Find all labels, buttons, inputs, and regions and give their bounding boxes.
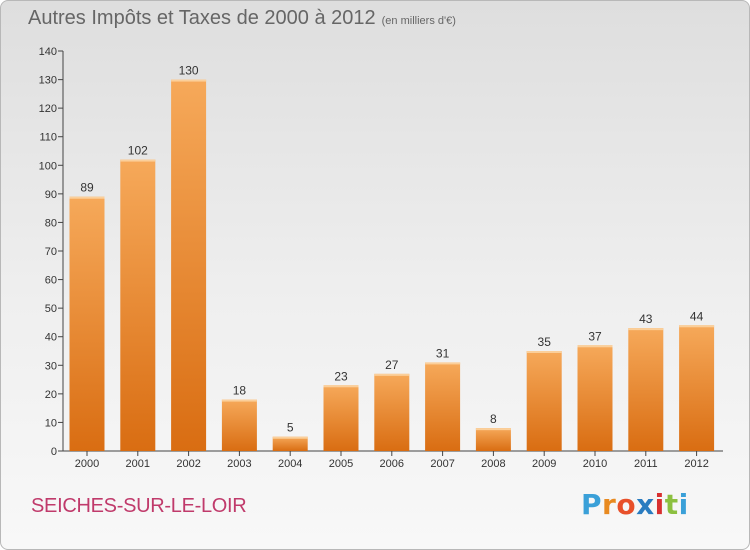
value-label-2003: 18 [233, 384, 247, 398]
y-tick-label: 80 [45, 217, 57, 229]
bar-highlight [120, 159, 156, 162]
y-tick-label: 30 [45, 360, 57, 372]
bar-2000 [69, 196, 105, 451]
y-tick-label: 20 [45, 389, 57, 401]
bar-highlight [323, 385, 359, 388]
bar-2010 [577, 345, 613, 451]
x-tick-label-2005: 2005 [329, 458, 353, 470]
y-tick-label: 10 [45, 417, 57, 429]
y-tick-label: 100 [39, 160, 57, 172]
x-tick-label-2007: 2007 [430, 458, 454, 470]
logo-letter: o [616, 488, 637, 521]
logo-letter: P [581, 488, 603, 521]
value-label-2000: 89 [80, 181, 94, 195]
chart-title: Autres Impôts et Taxes de 2000 à 2012 (en… [28, 7, 456, 30]
bar-2005 [323, 385, 359, 451]
bar-2003 [221, 399, 257, 451]
bar-highlight [526, 351, 562, 353]
y-tick-label: 50 [45, 303, 57, 315]
bar-2011 [628, 328, 664, 451]
x-tick-label-2001: 2001 [126, 458, 150, 470]
value-label-2011: 43 [639, 312, 653, 326]
value-label-2008: 8 [490, 412, 497, 426]
bar-2012 [679, 325, 715, 451]
x-tick-label-2011: 2011 [634, 458, 658, 470]
value-label-2012: 44 [690, 309, 704, 323]
logo-letter: t [664, 488, 679, 521]
value-label-2002: 130 [179, 64, 199, 78]
logo-letter: i [678, 488, 689, 521]
y-tick-label: 70 [45, 246, 57, 258]
bar-highlight [425, 362, 461, 365]
proxiti-logo[interactable]: Proxiti [581, 488, 689, 521]
logo-letter: x [636, 488, 655, 521]
data-labels-group: 89 102 130 18 5 23 27 31 8 35 37 43 44 [80, 64, 703, 435]
bar-highlight [628, 328, 664, 331]
y-tick-label: 110 [39, 132, 57, 144]
value-label-2004: 5 [287, 421, 294, 435]
y-tick-label: 60 [45, 275, 57, 287]
x-tick-label-2003: 2003 [227, 458, 251, 470]
value-label-2005: 23 [334, 369, 348, 383]
value-label-2001: 102 [128, 144, 148, 158]
x-tick-label-2010: 2010 [583, 458, 607, 470]
y-tick-label: 120 [39, 103, 57, 115]
bar-highlight [374, 373, 410, 376]
bar-highlight [69, 196, 105, 199]
x-axis: 2000 2001 2002 2003 2004 2005 2006 2007 2008 2009… [63, 450, 723, 470]
value-label-2009: 35 [538, 335, 552, 349]
value-label-2006: 27 [385, 358, 399, 372]
y-axis: 0 10 20 30 40 50 60 70 80 90 100 110 120 130 140 [39, 46, 64, 458]
bar-highlight [221, 399, 257, 402]
y-tick-label: 90 [45, 189, 57, 201]
chart-title-text: Autres Impôts et Taxes de 2000 à 2012 [28, 7, 376, 29]
y-tick-label: 130 [39, 75, 57, 87]
city-name: SEICHES-SUR-LE-LOIR [31, 495, 247, 517]
x-tick-label-2009: 2009 [532, 458, 556, 470]
y-tick-label: 140 [39, 46, 57, 58]
bar-2002 [171, 79, 207, 452]
x-tick-label-2004: 2004 [278, 458, 302, 470]
x-tick-label-2006: 2006 [380, 458, 404, 470]
bar-2001 [120, 159, 156, 452]
bar-2007 [425, 362, 461, 451]
x-tick-label-2008: 2008 [481, 458, 505, 470]
bar-highlight [679, 325, 715, 328]
bar-2008 [475, 428, 511, 451]
value-label-2010: 37 [588, 329, 602, 343]
bar-highlight [171, 79, 207, 82]
bars-group [69, 79, 715, 452]
x-tick-label-2012: 2012 [684, 458, 708, 470]
chart-subtitle: (en milliers d'€) [381, 15, 456, 27]
logo-letter: r [602, 488, 617, 521]
x-tick-label-2000: 2000 [75, 458, 99, 470]
y-tick-label: 40 [45, 332, 57, 344]
value-label-2007: 31 [436, 346, 450, 360]
bar-highlight [475, 428, 511, 431]
bar-2006 [374, 373, 410, 451]
y-tick-label: 0 [51, 446, 57, 458]
bar-highlight [272, 436, 308, 439]
x-tick-label-2002: 2002 [176, 458, 200, 470]
bar-highlight [577, 345, 613, 348]
logo-letter: i [654, 488, 665, 521]
bar-2009 [526, 351, 562, 451]
bar-2004 [272, 436, 308, 451]
